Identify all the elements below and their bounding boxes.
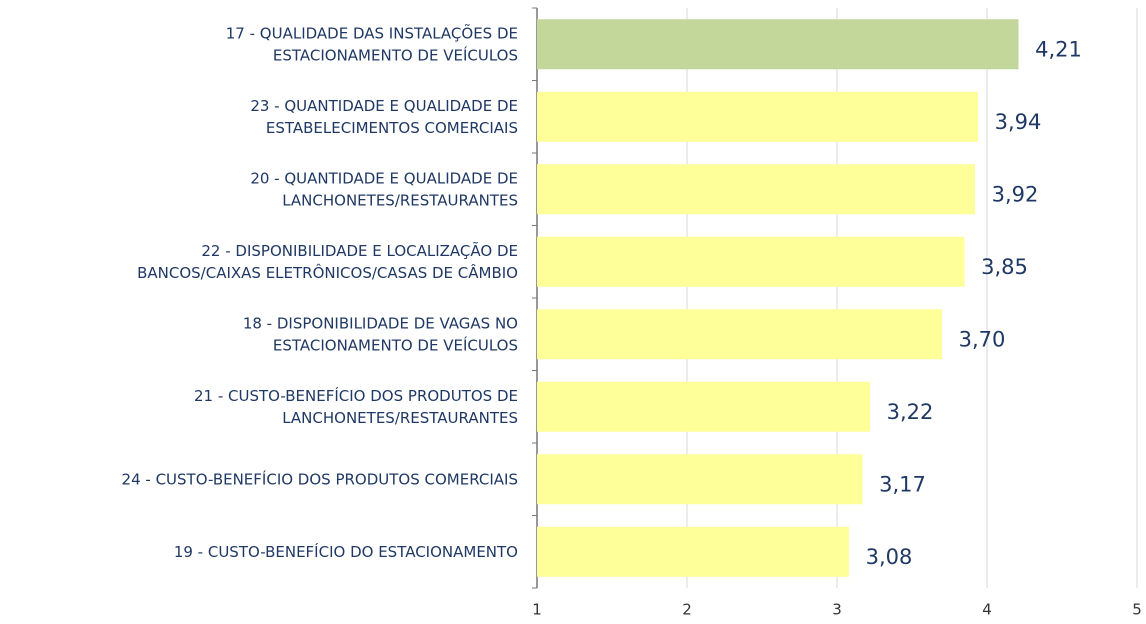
bar: [537, 309, 942, 360]
x-tick-label: 1: [532, 601, 542, 619]
x-tick-label: 3: [832, 601, 842, 619]
category-label-line: 24 - CUSTO-BENEFÍCIO DOS PRODUTOS COMERC…: [122, 469, 518, 488]
category-label-line: BANCOS/CAIXAS ELETRÔNICOS/CASAS DE CÂMBI…: [137, 262, 518, 281]
value-label: 3,08: [866, 545, 913, 569]
x-tick-label: 5: [1132, 601, 1142, 619]
bar: [537, 19, 1019, 70]
category-label: 22 - DISPONIBILIDADE E LOCALIZAÇÃO DE BAN…: [137, 240, 518, 281]
category-label: 17 - QUALIDADE DAS INSTALAÇÕES DE ESTACIO…: [226, 23, 518, 64]
bar: [537, 236, 965, 287]
value-label: 3,70: [959, 327, 1006, 351]
category-label-line: 17 - QUALIDADE DAS INSTALAÇÕES DE: [226, 23, 518, 42]
category-label: 20 - QUANTIDADE E QUALIDADE DE LANCHONETE…: [250, 169, 518, 209]
category-label: 24 - CUSTO-BENEFÍCIO DOS PRODUTOS COMERC…: [122, 469, 518, 488]
category-label-line: ESTABELECIMENTOS COMERCIAIS: [266, 118, 518, 136]
category-label-line: ESTACIONAMENTO DE VEÍCULOS: [273, 45, 518, 64]
category-label-line: ESTACIONAMENTO DE VEÍCULOS: [273, 335, 518, 354]
category-label: 21 - CUSTO-BENEFÍCIO DOS PRODUTOS DE LANC…: [194, 385, 518, 426]
value-label: 3,17: [879, 472, 926, 496]
x-tick-label: 2: [682, 601, 692, 619]
bar: [537, 454, 863, 505]
category-label-line: 23 - QUANTIDADE E QUALIDADE DE: [250, 96, 518, 114]
category-label-line: 21 - CUSTO-BENEFÍCIO DOS PRODUTOS DE: [194, 385, 518, 404]
category-label-line: LANCHONETES/RESTAURANTES: [282, 191, 518, 209]
category-label-line: LANCHONETES/RESTAURANTES: [282, 408, 518, 426]
value-label: 3,92: [992, 182, 1039, 206]
value-label: 3,22: [887, 400, 934, 424]
x-tick-label: 4: [982, 601, 992, 619]
bar: [537, 526, 849, 577]
category-label: 19 - CUSTO-BENEFÍCIO DO ESTACIONAMENTO: [174, 541, 518, 560]
category-label-line: 22 - DISPONIBILIDADE E LOCALIZAÇÃO DE: [201, 240, 518, 259]
category-label-line: 19 - CUSTO-BENEFÍCIO DO ESTACIONAMENTO: [174, 541, 518, 560]
bar: [537, 381, 870, 432]
category-label-line: 18 - DISPONIBILIDADE DE VAGAS NO: [243, 314, 518, 332]
value-label: 4,21: [1035, 37, 1082, 61]
value-label: 3,85: [981, 255, 1028, 279]
bar: [537, 91, 978, 142]
category-label: 18 - DISPONIBILIDADE DE VAGAS NO ESTACION…: [243, 314, 518, 354]
bar: [537, 164, 975, 215]
category-label-line: 20 - QUANTIDADE E QUALIDADE DE: [250, 169, 518, 187]
value-label: 3,94: [995, 110, 1042, 134]
category-label: 23 - QUANTIDADE E QUALIDADE DE ESTABELECI…: [250, 96, 518, 136]
